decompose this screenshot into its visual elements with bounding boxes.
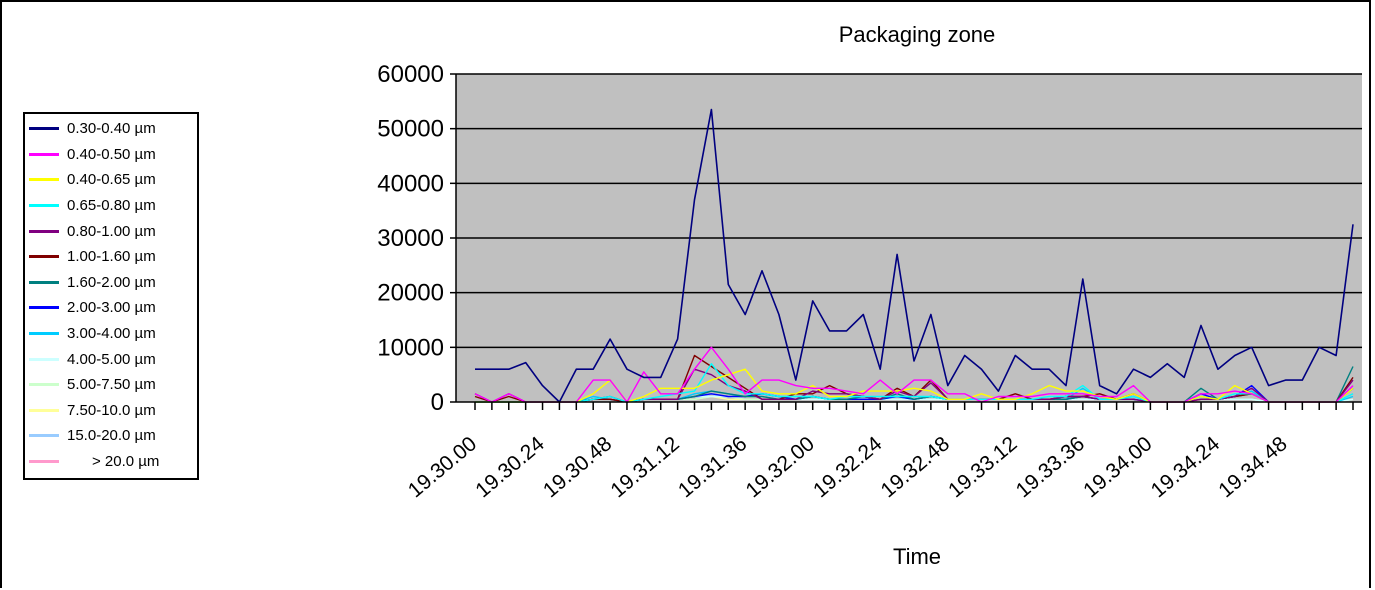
legend-swatch (29, 280, 59, 284)
legend-item: 0.40-0.65 µm (25, 167, 197, 193)
legend-item: 0.65-0.80 µm (25, 193, 197, 219)
x-tick-label: 19.30.48 (539, 432, 616, 502)
legend-swatch (29, 152, 59, 156)
legend-label: 1.60-2.00 µm (67, 273, 156, 291)
x-tick-label: 19.32.24 (809, 432, 887, 502)
series-line (474, 346, 1354, 403)
chart-title: Packaging zone (839, 22, 996, 47)
x-tick-label: 19.34.24 (1147, 432, 1225, 502)
legend-item: > 20.0 µm (25, 449, 197, 475)
x-tick-labels: 19.30.0019.30.2419.30.4819.31.1219.31.36… (404, 432, 1292, 502)
legend-label: 2.00-3.00 µm (67, 299, 156, 317)
y-tick-label: 40000 (377, 170, 444, 197)
legend-item: 7.50-10.0 µm (25, 398, 197, 424)
x-tick-label: 19.33.36 (1012, 432, 1089, 502)
x-tick-label: 19.33.12 (944, 432, 1021, 502)
series-lines (474, 108, 1354, 403)
y-tick-label: 20000 (377, 280, 444, 307)
legend-swatch (29, 255, 59, 259)
legend: 0.30-0.40 µm 0.40-0.50 µm 0.40-0.65 µm 0.65… (23, 112, 199, 480)
legend-label: 0.30-0.40 µm (67, 120, 156, 138)
x-tick-label: 19.32.00 (741, 432, 818, 502)
legend-swatch (29, 332, 59, 336)
y-tick-labels: 0 10000 20000 30000 40000 50000 60000 (377, 61, 444, 416)
gridlines (450, 73, 1362, 403)
legend-label: 7.50-10.0 µm (67, 401, 156, 419)
legend-item: 5.00-7.50 µm (25, 372, 197, 398)
legend-swatch (29, 229, 59, 233)
legend-swatch (29, 178, 59, 182)
x-tick-label: 19.34.48 (1214, 432, 1291, 502)
legend-item: 1.00-1.60 µm (25, 244, 197, 270)
legend-swatch (29, 383, 59, 387)
legend-item: 2.00-3.00 µm (25, 295, 197, 321)
legend-label: 5.00-7.50 µm (67, 376, 156, 394)
legend-label: 4.00-5.00 µm (67, 350, 156, 368)
y-tick-label: 30000 (377, 225, 444, 252)
x-tick-label: 19.32.48 (877, 432, 954, 502)
legend-item: 15.0-20.0 µm (25, 423, 197, 449)
legend-label: 3.00-4.00 µm (67, 325, 156, 343)
legend-item: 4.00-5.00 µm (25, 346, 197, 372)
legend-swatch (29, 408, 59, 412)
legend-item: 1.60-2.00 µm (25, 270, 197, 296)
legend-label: 1.00-1.60 µm (67, 248, 156, 266)
legend-swatch (29, 434, 59, 438)
y-tick-label: 60000 (377, 61, 444, 88)
series-line (475, 108, 1354, 403)
x-axis-label: Time (893, 544, 941, 569)
x-tick-label: 19.34.00 (1079, 432, 1156, 502)
legend-label: 0.40-0.65 µm (67, 171, 156, 189)
legend-label: 0.40-0.50 µm (67, 145, 156, 163)
legend-label: 0.80-1.00 µm (67, 222, 156, 240)
legend-item: 0.30-0.40 µm (25, 116, 197, 142)
x-tick-label: 19.30.24 (471, 432, 549, 502)
legend-item: 0.40-0.50 µm (25, 142, 197, 168)
x-tick-label: 19.30.00 (404, 432, 481, 502)
legend-swatch (29, 357, 59, 361)
legend-swatch (29, 127, 59, 131)
y-tick-label: 0 (431, 389, 444, 416)
legend-swatch (29, 460, 59, 464)
y-tick-label: 50000 (377, 116, 444, 143)
legend-label: 15.0-20.0 µm (67, 427, 156, 445)
legend-item: 0.80-1.00 µm (25, 218, 197, 244)
x-tick-label: 19.31.36 (674, 432, 751, 502)
legend-label: 0.65-0.80 µm (67, 197, 156, 215)
x-tick-label: 19.31.12 (606, 432, 683, 502)
legend-swatch (29, 306, 59, 310)
legend-item: 3.00-4.00 µm (25, 321, 197, 347)
y-tick-label: 10000 (377, 334, 444, 361)
legend-label: > 20.0 µm (67, 453, 160, 471)
axes (455, 74, 1362, 410)
legend-swatch (29, 204, 59, 208)
